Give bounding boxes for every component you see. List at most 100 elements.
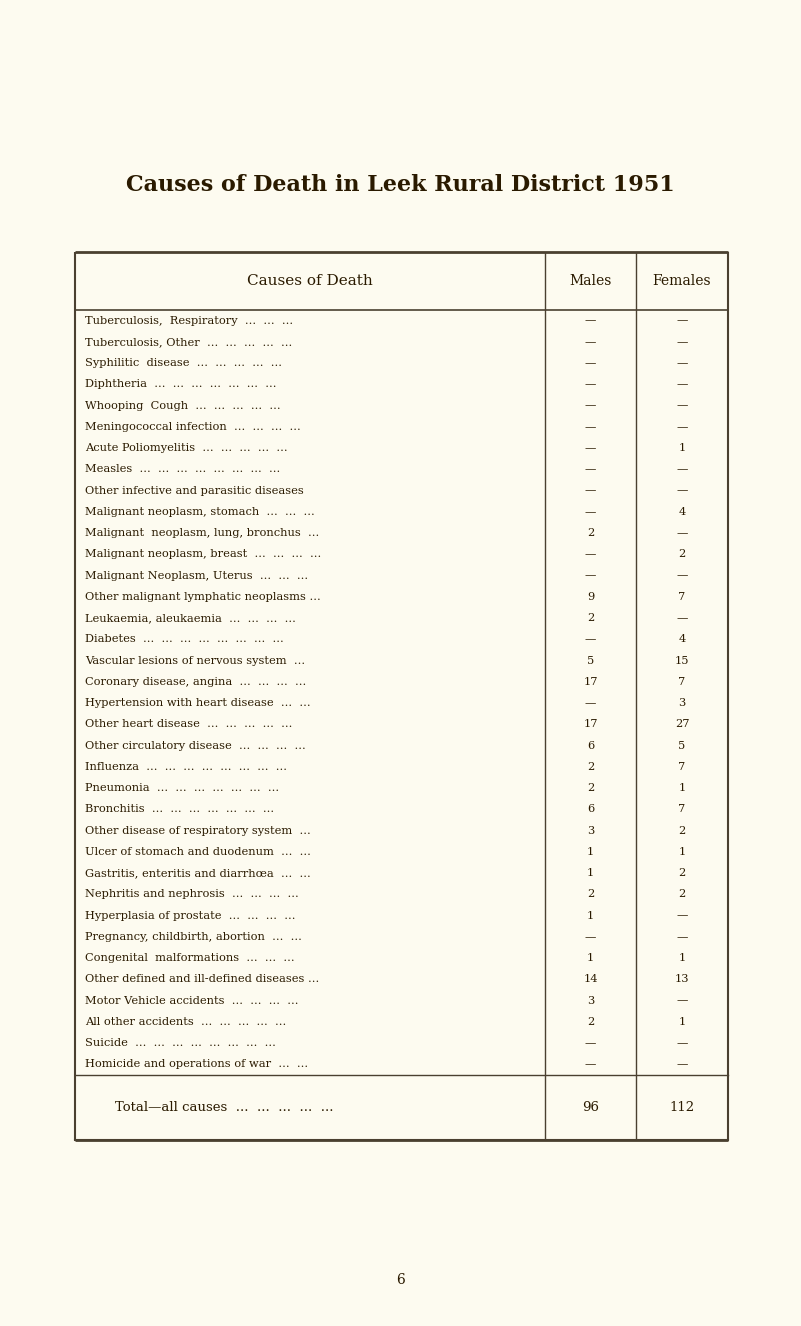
Text: 6: 6: [587, 805, 594, 814]
Text: Measles  ...  ...  ...  ...  ...  ...  ...  ...: Measles ... ... ... ... ... ... ... ...: [85, 464, 280, 475]
Text: —: —: [585, 507, 596, 517]
Text: —: —: [585, 1038, 596, 1048]
Text: Diphtheria  ...  ...  ...  ...  ...  ...  ...: Diphtheria ... ... ... ... ... ... ...: [85, 379, 276, 390]
Text: 2: 2: [587, 762, 594, 772]
Text: 5: 5: [678, 741, 686, 751]
Text: Diabetes  ...  ...  ...  ...  ...  ...  ...  ...: Diabetes ... ... ... ... ... ... ... ...: [85, 634, 284, 644]
Text: Hypertension with heart disease  ...  ...: Hypertension with heart disease ... ...: [85, 697, 311, 708]
Text: —: —: [585, 443, 596, 453]
Text: —: —: [585, 932, 596, 941]
Text: Bronchitis  ...  ...  ...  ...  ...  ...  ...: Bronchitis ... ... ... ... ... ... ...: [85, 805, 274, 814]
Text: —: —: [676, 1059, 688, 1069]
Text: Other malignant lymphatic neoplasms ...: Other malignant lymphatic neoplasms ...: [85, 591, 320, 602]
Text: Other infective and parasitic diseases: Other infective and parasitic diseases: [85, 485, 304, 496]
Text: 4: 4: [678, 507, 686, 517]
Text: Malignant  neoplasm, lung, bronchus  ...: Malignant neoplasm, lung, bronchus ...: [85, 528, 320, 538]
Text: —: —: [676, 400, 688, 411]
Text: Causes of Death in Leek Rural District 1951: Causes of Death in Leek Rural District 1…: [126, 174, 675, 196]
Text: 1: 1: [678, 953, 686, 963]
Text: 3: 3: [678, 697, 686, 708]
Text: Ulcer of stomach and duodenum  ...  ...: Ulcer of stomach and duodenum ... ...: [85, 847, 311, 857]
Text: 7: 7: [678, 762, 686, 772]
Text: Malignant neoplasm, stomach  ...  ...  ...: Malignant neoplasm, stomach ... ... ...: [85, 507, 315, 517]
Text: Pregnancy, childbirth, abortion  ...  ...: Pregnancy, childbirth, abortion ... ...: [85, 932, 302, 941]
Text: 27: 27: [674, 720, 689, 729]
Text: 15: 15: [674, 655, 689, 666]
Text: 2: 2: [678, 549, 686, 560]
Text: —: —: [676, 1038, 688, 1048]
Text: Whooping  Cough  ...  ...  ...  ...  ...: Whooping Cough ... ... ... ... ...: [85, 400, 280, 411]
Text: Motor Vehicle accidents  ...  ...  ...  ...: Motor Vehicle accidents ... ... ... ...: [85, 996, 299, 1005]
Text: 1: 1: [678, 847, 686, 857]
Text: —: —: [676, 379, 688, 390]
Text: Acute Poliomyelitis  ...  ...  ...  ...  ...: Acute Poliomyelitis ... ... ... ... ...: [85, 443, 288, 453]
Text: Females: Females: [653, 274, 711, 288]
Text: —: —: [585, 337, 596, 347]
Text: Nephritis and nephrosis  ...  ...  ...  ...: Nephritis and nephrosis ... ... ... ...: [85, 890, 299, 899]
Text: Gastritis, enteritis and diarrhœa  ...  ...: Gastritis, enteritis and diarrhœa ... ..…: [85, 869, 311, 878]
Text: Other defined and ill-defined diseases ...: Other defined and ill-defined diseases .…: [85, 975, 320, 984]
Text: Meningococcal infection  ...  ...  ...  ...: Meningococcal infection ... ... ... ...: [85, 422, 300, 432]
Text: —: —: [585, 422, 596, 432]
Text: —: —: [676, 485, 688, 496]
Text: 9: 9: [587, 591, 594, 602]
Text: —: —: [585, 464, 596, 475]
Text: —: —: [585, 485, 596, 496]
Text: —: —: [676, 570, 688, 581]
Text: Homicide and operations of war  ...  ...: Homicide and operations of war ... ...: [85, 1059, 308, 1069]
Text: 17: 17: [583, 676, 598, 687]
Text: 13: 13: [674, 975, 689, 984]
Text: 2: 2: [587, 784, 594, 793]
Text: —: —: [585, 379, 596, 390]
Text: Leukaemia, aleukaemia  ...  ...  ...  ...: Leukaemia, aleukaemia ... ... ... ...: [85, 613, 296, 623]
Text: Tuberculosis, Other  ...  ...  ...  ...  ...: Tuberculosis, Other ... ... ... ... ...: [85, 337, 292, 347]
Text: —: —: [585, 1059, 596, 1069]
Text: —: —: [676, 464, 688, 475]
Text: 1: 1: [587, 953, 594, 963]
Text: 2: 2: [587, 1017, 594, 1026]
Text: —: —: [676, 337, 688, 347]
Text: 7: 7: [678, 676, 686, 687]
Text: 2: 2: [587, 613, 594, 623]
Text: Malignant Neoplasm, Uterus  ...  ...  ...: Malignant Neoplasm, Uterus ... ... ...: [85, 570, 308, 581]
Text: —: —: [676, 358, 688, 369]
Text: 2: 2: [587, 890, 594, 899]
Text: Other disease of respiratory system  ...: Other disease of respiratory system ...: [85, 826, 311, 835]
Text: 17: 17: [583, 720, 598, 729]
Text: Causes of Death: Causes of Death: [248, 274, 373, 288]
Text: —: —: [676, 316, 688, 326]
Text: Pneumonia  ...  ...  ...  ...  ...  ...  ...: Pneumonia ... ... ... ... ... ... ...: [85, 784, 279, 793]
Text: 96: 96: [582, 1101, 599, 1114]
Text: 2: 2: [678, 890, 686, 899]
Text: Vascular lesions of nervous system  ...: Vascular lesions of nervous system ...: [85, 655, 305, 666]
Text: 1: 1: [678, 784, 686, 793]
Text: 2: 2: [678, 826, 686, 835]
Text: —: —: [676, 911, 688, 920]
Text: 1: 1: [587, 847, 594, 857]
Text: 3: 3: [587, 826, 594, 835]
Text: —: —: [676, 996, 688, 1005]
Text: 7: 7: [678, 805, 686, 814]
Text: 112: 112: [670, 1101, 694, 1114]
Text: Syphilitic  disease  ...  ...  ...  ...  ...: Syphilitic disease ... ... ... ... ...: [85, 358, 282, 369]
Text: 7: 7: [678, 591, 686, 602]
Text: Congenital  malformations  ...  ...  ...: Congenital malformations ... ... ...: [85, 953, 295, 963]
Text: —: —: [585, 316, 596, 326]
Text: —: —: [585, 358, 596, 369]
Text: 1: 1: [678, 1017, 686, 1026]
Text: 14: 14: [583, 975, 598, 984]
Text: Malignant neoplasm, breast  ...  ...  ...  ...: Malignant neoplasm, breast ... ... ... .…: [85, 549, 321, 560]
Text: Males: Males: [570, 274, 612, 288]
Text: 1: 1: [678, 443, 686, 453]
Text: —: —: [585, 400, 596, 411]
Text: 1: 1: [587, 869, 594, 878]
Text: —: —: [585, 570, 596, 581]
Text: 5: 5: [587, 655, 594, 666]
Text: —: —: [585, 697, 596, 708]
Text: 6: 6: [587, 741, 594, 751]
Text: 4: 4: [678, 634, 686, 644]
Text: 3: 3: [587, 996, 594, 1005]
Text: Other heart disease  ...  ...  ...  ...  ...: Other heart disease ... ... ... ... ...: [85, 720, 292, 729]
Text: —: —: [676, 932, 688, 941]
Text: All other accidents  ...  ...  ...  ...  ...: All other accidents ... ... ... ... ...: [85, 1017, 286, 1026]
